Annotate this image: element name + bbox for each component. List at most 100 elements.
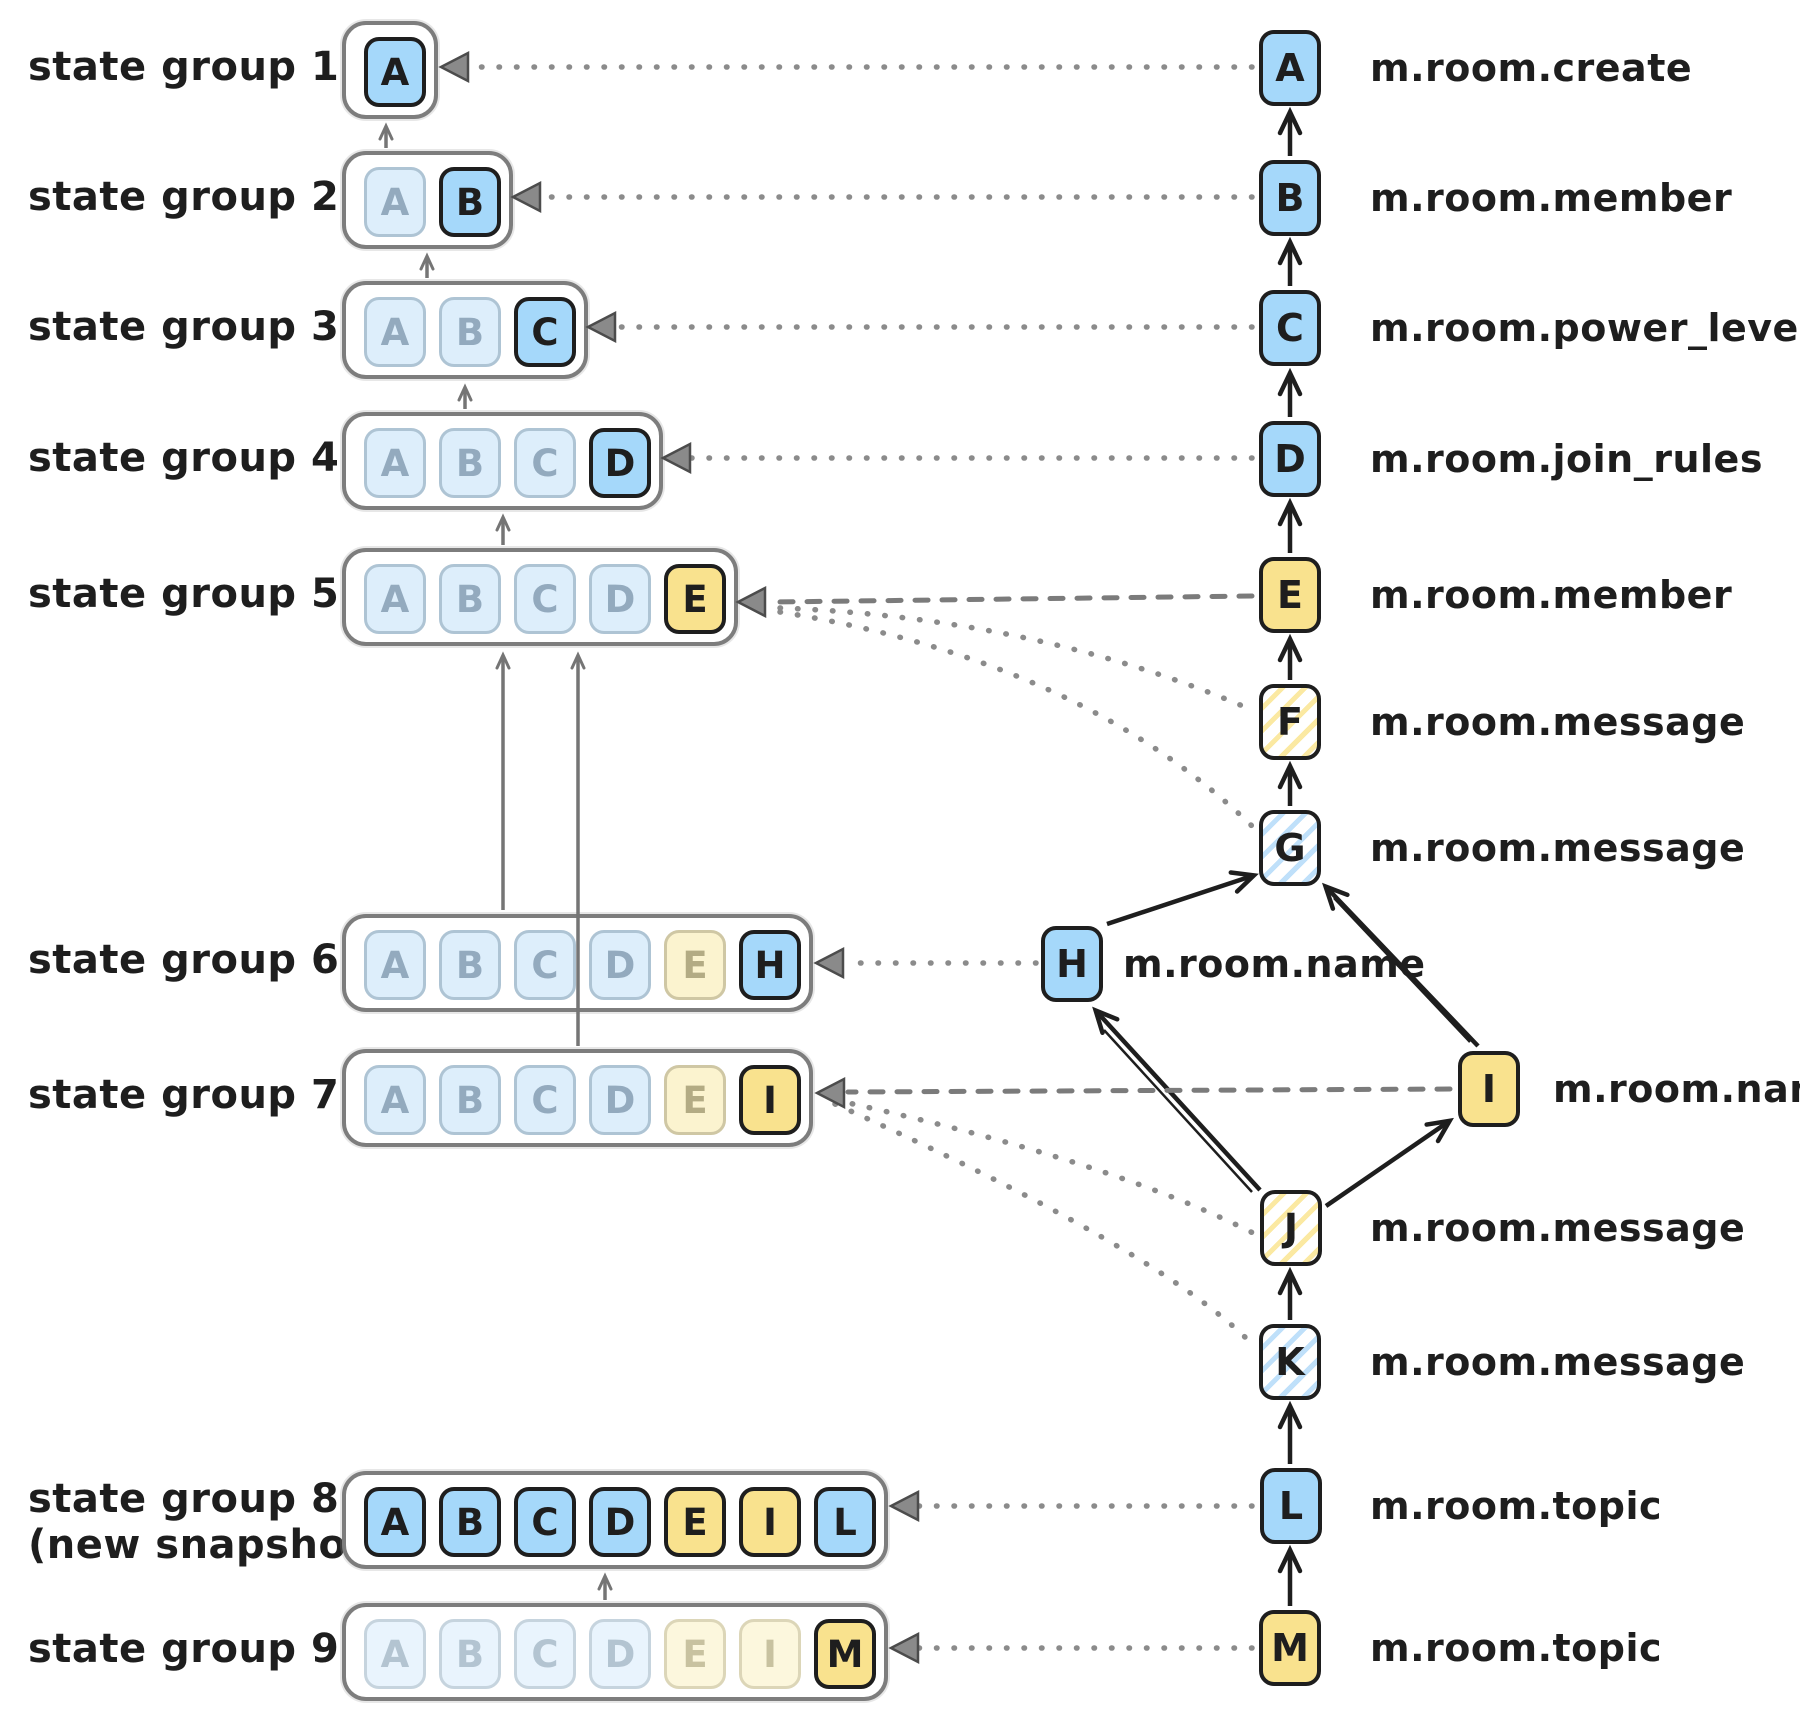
state-group-6-label: state group 6: xyxy=(28,937,356,983)
chip-sg9-D: D xyxy=(589,1619,651,1689)
arrowhead-sg2 xyxy=(510,180,542,214)
dotted-F-to-sg5 xyxy=(777,605,1255,713)
chip-sg6-D: D xyxy=(589,930,651,1000)
event-label-I: m.room.name xyxy=(1553,1067,1800,1111)
chip-sg1-A: A xyxy=(364,37,426,107)
chip-sg7-E: E xyxy=(664,1065,726,1135)
state-group-9-label: state group 9: xyxy=(28,1626,356,1672)
dashed-E-to-sg5 xyxy=(772,593,1255,605)
chip-sg5-A: A xyxy=(364,564,426,634)
event-label-F: m.room.message xyxy=(1370,700,1746,744)
chip-sg9-E: E xyxy=(664,1619,726,1689)
chip-sg4-D: D xyxy=(589,428,651,498)
event-label-B: m.room.member xyxy=(1370,176,1733,220)
state-group-1-label: state group 1: xyxy=(28,44,356,90)
chip-sg9-A: A xyxy=(364,1619,426,1689)
chip-sg6-C: C xyxy=(514,930,576,1000)
event-label-M: m.room.topic xyxy=(1370,1626,1663,1670)
arrowhead-sg3 xyxy=(585,310,617,344)
event-label-D: m.room.join_rules xyxy=(1370,437,1763,481)
event-node-G: G xyxy=(1259,810,1321,886)
dotted-K-to-sg7 xyxy=(832,1101,1255,1347)
state-group-8-label: state group 8: xyxy=(28,1476,356,1522)
state-group-8-sublabel: (new snapshot) xyxy=(28,1522,385,1568)
state-group-3-label: state group 3: xyxy=(28,304,356,350)
state-group-4-label: state group 4: xyxy=(28,435,356,481)
event-node-M: M xyxy=(1259,1610,1321,1686)
state-group-6-box: A B C D E H xyxy=(342,914,813,1012)
chip-sg3-C: C xyxy=(514,297,576,367)
event-label-C: m.room.power_levels xyxy=(1370,306,1800,350)
dashed-I-to-sg7 xyxy=(845,1086,1453,1095)
chip-sg7-C: C xyxy=(514,1065,576,1135)
state-group-2-box: A B xyxy=(342,151,513,249)
event-label-E: m.room.member xyxy=(1370,573,1733,617)
arrow-J-to-I xyxy=(1324,1117,1454,1208)
chip-sg6-H: H xyxy=(739,930,801,1000)
chip-sg7-B: B xyxy=(439,1065,501,1135)
event-label-J: m.room.message xyxy=(1370,1206,1746,1250)
arrow-J-to-H xyxy=(1092,1006,1262,1192)
chip-sg7-I: I xyxy=(739,1065,801,1135)
arrowhead-sg5 xyxy=(735,585,767,619)
event-node-C: C xyxy=(1259,290,1321,366)
state-group-7-box: A B C D E I xyxy=(342,1049,813,1147)
event-node-D: D xyxy=(1259,421,1321,497)
event-label-G: m.room.message xyxy=(1370,826,1746,870)
event-node-J: J xyxy=(1260,1190,1322,1266)
state-group-1-box: A xyxy=(342,21,438,119)
state-group-9-box: A B C D E I M xyxy=(342,1603,888,1701)
arrow-J-to-H-doubled xyxy=(1103,1029,1253,1193)
chip-sg8-A: A xyxy=(364,1487,426,1557)
arrowhead-sg7 xyxy=(814,1076,846,1110)
state-group-2-label: state group 2: xyxy=(28,174,356,220)
chip-sg5-D: D xyxy=(589,564,651,634)
event-node-B: B xyxy=(1259,160,1321,236)
chip-sg6-E: E xyxy=(664,930,726,1000)
state-group-4-box: A B C D xyxy=(342,412,663,510)
arrowhead-sg6 xyxy=(813,946,845,980)
chip-sg6-B: B xyxy=(439,930,501,1000)
chip-sg8-E: E xyxy=(664,1487,726,1557)
chip-sg7-A: A xyxy=(364,1065,426,1135)
chip-sg9-M: M xyxy=(814,1619,876,1689)
chip-sg2-B: B xyxy=(439,167,501,237)
state-group-8-box: A B C D E I L xyxy=(342,1471,888,1569)
chip-sg9-C: C xyxy=(514,1619,576,1689)
chip-sg9-I: I xyxy=(739,1619,801,1689)
chip-sg6-A: A xyxy=(364,930,426,1000)
arrowhead-sg4 xyxy=(660,441,692,475)
arrowhead-sg9 xyxy=(888,1631,920,1665)
chip-sg2-A: A xyxy=(364,167,426,237)
chip-sg8-I: I xyxy=(739,1487,801,1557)
arrowhead-sg1 xyxy=(438,50,470,84)
arrowhead-sg8 xyxy=(888,1489,920,1523)
chip-sg3-B: B xyxy=(439,297,501,367)
chip-sg7-D: D xyxy=(589,1065,651,1135)
event-label-A: m.room.create xyxy=(1370,46,1693,90)
chip-sg4-B: B xyxy=(439,428,501,498)
event-label-H: m.room.name xyxy=(1123,942,1426,986)
event-node-E: E xyxy=(1259,557,1321,633)
event-node-K: K xyxy=(1259,1324,1321,1400)
chip-sg5-B: B xyxy=(439,564,501,634)
event-label-K: m.room.message xyxy=(1370,1340,1746,1384)
event-label-L: m.room.topic xyxy=(1370,1484,1663,1528)
state-group-7-label: state group 7: xyxy=(28,1072,356,1118)
state-group-5-label: state group 5: xyxy=(28,571,356,617)
state-group-3-box: A B C xyxy=(342,281,588,379)
chip-sg3-A: A xyxy=(364,297,426,367)
chip-sg8-C: C xyxy=(514,1487,576,1557)
chip-sg8-L: L xyxy=(814,1487,876,1557)
arrow-H-to-G xyxy=(1106,870,1259,927)
chip-sg4-C: C xyxy=(514,428,576,498)
chip-sg5-C: C xyxy=(514,564,576,634)
chip-sg8-D: D xyxy=(589,1487,651,1557)
chip-sg5-E: E xyxy=(664,564,726,634)
event-node-I: I xyxy=(1458,1051,1520,1127)
event-node-H: H xyxy=(1041,926,1103,1002)
dotted-G-to-sg5 xyxy=(777,609,1255,829)
chip-sg4-A: A xyxy=(364,428,426,498)
event-node-F: F xyxy=(1259,684,1321,760)
